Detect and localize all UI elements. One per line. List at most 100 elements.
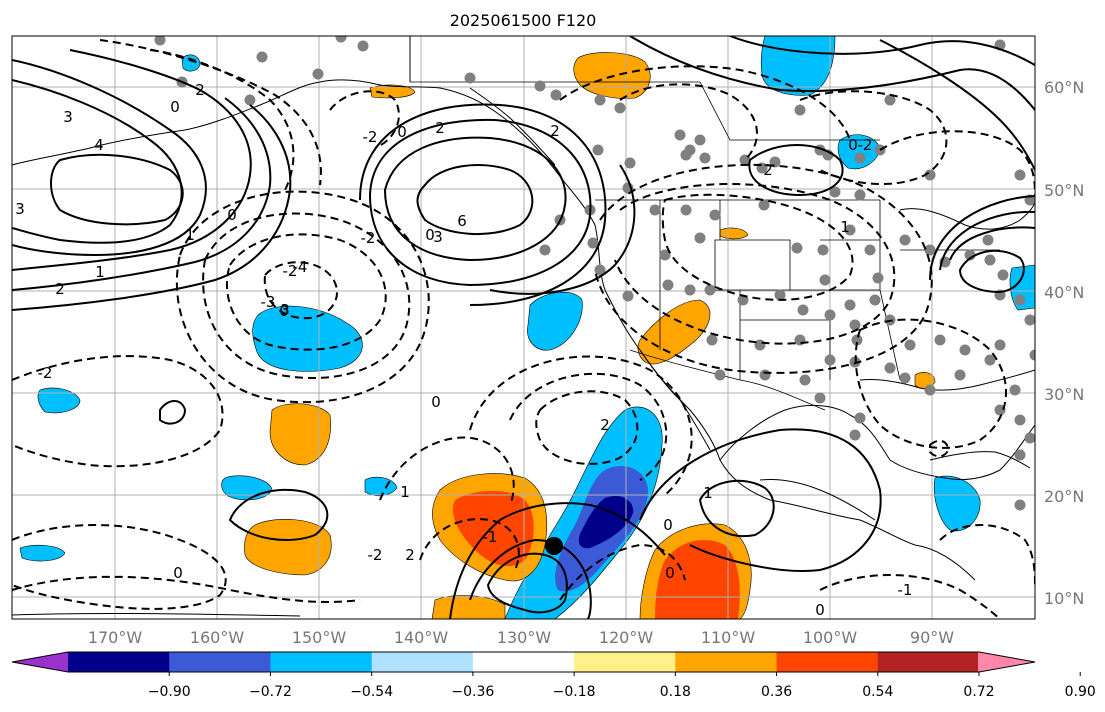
station-dot <box>1014 499 1026 511</box>
colorbar-outline <box>11 651 1036 673</box>
station-dot <box>624 157 636 169</box>
station-dot <box>592 144 604 156</box>
station-dot <box>854 412 866 424</box>
station-dot <box>357 40 369 52</box>
contour-dashed <box>419 518 520 571</box>
station-dot <box>829 186 841 198</box>
colorbar-arrow-high <box>978 652 1035 672</box>
lon-label: 170°W <box>88 628 143 647</box>
station-dot <box>872 272 884 284</box>
station-dot <box>794 334 806 346</box>
contour-label: 0 <box>397 123 407 141</box>
contour-dashed <box>559 65 851 141</box>
colorbar-tick-label: −0.54 <box>350 684 393 700</box>
contour-dashed <box>661 193 854 301</box>
contour-dashed <box>509 372 668 481</box>
shade-neg-blob <box>252 305 363 372</box>
colorbar-tick-label: −0.72 <box>249 684 292 700</box>
station-dot <box>864 244 876 256</box>
lat-label: 40°N <box>1044 283 1084 302</box>
contour-label: 3 <box>433 228 443 246</box>
contour-solid <box>12 59 207 257</box>
contour-solid <box>359 103 607 306</box>
lon-label: 160°W <box>190 628 245 647</box>
station-dot <box>680 149 692 161</box>
contour-label: 2 <box>763 161 773 179</box>
station-dot <box>1029 349 1035 361</box>
contour-solid <box>12 104 292 311</box>
station-dot <box>994 404 1006 416</box>
contour-label: 0 <box>425 226 435 244</box>
station-dot <box>684 284 696 296</box>
station-dot <box>758 199 770 211</box>
station-dot <box>550 89 562 101</box>
shade-neg-blob <box>181 54 201 72</box>
station-dot <box>694 232 706 244</box>
contour-dashed <box>559 543 686 601</box>
contour-label: 0 <box>431 393 441 411</box>
contour-dashed <box>149 49 295 191</box>
contour-dashed <box>379 436 515 506</box>
station-dot <box>680 204 692 216</box>
station-dot <box>759 369 771 381</box>
colorbar-tick-label: −0.36 <box>451 684 494 700</box>
colorbar-segment <box>371 652 474 672</box>
storm-center-marker <box>545 537 563 555</box>
station-dot <box>924 169 936 181</box>
colorbar-segment <box>68 652 170 672</box>
contour-solid <box>958 249 1025 294</box>
contour-solid <box>12 49 252 271</box>
contour-dashed <box>469 355 693 496</box>
shade-pos-blob <box>369 84 416 99</box>
shade-neg-blob <box>837 134 881 170</box>
contour-dashed <box>329 90 400 149</box>
colorbar-tick-label: 0.54 <box>862 684 893 700</box>
station-dot <box>884 362 896 374</box>
lat-label: 50°N <box>1044 181 1084 200</box>
contour-solid <box>486 552 568 614</box>
station-dot <box>1014 294 1026 306</box>
contour-dashed <box>12 575 361 603</box>
contour-solid <box>698 479 775 537</box>
contour-dashed <box>225 233 387 351</box>
contour-label: -2 <box>858 136 873 154</box>
station-dot <box>464 72 476 84</box>
contour-solid <box>748 144 844 197</box>
contour-solid <box>729 36 1035 66</box>
station-dot <box>869 294 881 306</box>
contour-dashed <box>12 524 227 610</box>
station-dot <box>934 334 946 346</box>
lat-label: 20°N <box>1044 487 1084 506</box>
contour-label: 0 <box>663 516 673 534</box>
shade-neg-tongue-strong <box>578 495 634 549</box>
station-dot <box>814 392 826 404</box>
station-dot <box>594 94 606 106</box>
contour-solid <box>469 538 592 619</box>
lon-label: 110°W <box>701 628 756 647</box>
contour-label: 2 <box>195 81 205 99</box>
contour-dashed <box>202 212 411 379</box>
contour-label: -2 <box>283 262 298 280</box>
contour-solid <box>12 79 183 244</box>
station-dot <box>899 372 911 384</box>
contour-label: 1 <box>840 218 850 236</box>
contour-label: 2 <box>405 546 415 564</box>
contour-dashed <box>929 439 950 458</box>
contour-label: -1 <box>898 581 913 599</box>
contour-solid <box>416 164 534 235</box>
station-dot <box>244 94 256 106</box>
station-dot <box>256 51 268 63</box>
shade-neg-blob <box>527 291 583 351</box>
contour-label: 0 <box>173 564 183 582</box>
contour-label: 6 <box>457 212 467 230</box>
station-dot <box>817 244 829 256</box>
contour-dashed <box>819 574 1001 619</box>
lon-label: 100°W <box>803 628 858 647</box>
station-dot <box>774 289 786 301</box>
station-dot <box>154 36 166 46</box>
contour-label: 2 <box>435 119 445 137</box>
contour-dashed <box>879 130 1035 196</box>
contour-label: 0 <box>815 601 825 619</box>
lon-label: 120°W <box>599 628 654 647</box>
